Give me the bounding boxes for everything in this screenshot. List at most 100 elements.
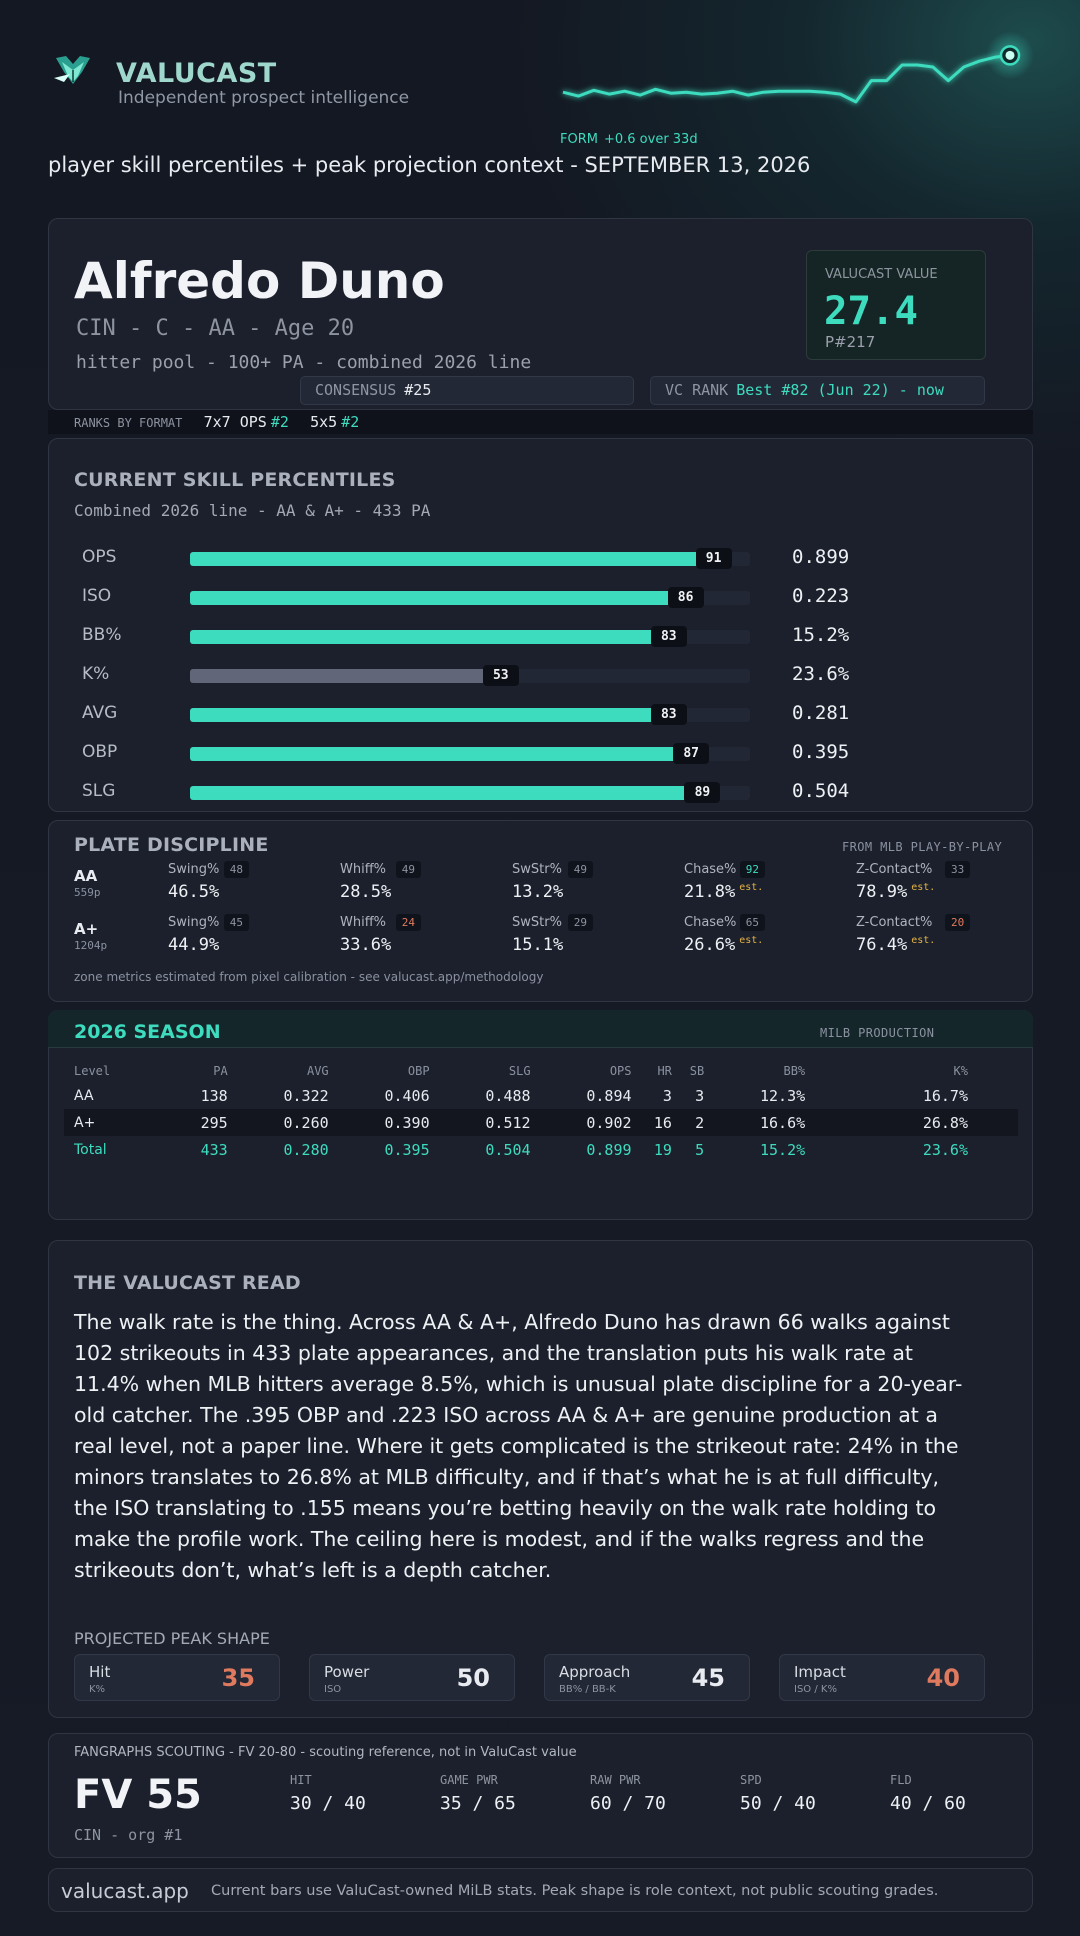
player-meta: CIN - C - AA - Age 20 [76, 316, 355, 341]
discipline-percentile-badge: 49 [395, 861, 422, 878]
skill-name: BB% [82, 625, 122, 645]
peak-shape-label: PROJECTED PEAK SHAPE [74, 1629, 270, 1648]
discipline-metric: Swing% 48 46.5% [168, 861, 328, 906]
skill-bar-fill [190, 630, 655, 644]
valucast-value-box: VALUCAST VALUE 27.4 P#217 [806, 250, 986, 360]
skill-name: SLG [82, 781, 116, 801]
discipline-value-text: 78.9% [856, 882, 908, 902]
fangraphs-tool: SPD 50 / 40 [740, 1773, 816, 1814]
season-table-cell: 0.899 [586, 1140, 632, 1159]
format-name: 5x5 [310, 413, 338, 431]
formats-label: RANKS BY FORMAT [74, 416, 183, 430]
discipline-metric-value: 33.6% [340, 935, 391, 955]
discipline-metric-value: 44.9% [168, 935, 219, 955]
peak-card-value: 35 [221, 1664, 255, 1692]
discipline-percentile-badge: 24 [395, 914, 422, 931]
skill-row: SLG 89 0.504 [82, 779, 902, 805]
discipline-percentile-badge: 48 [223, 861, 250, 878]
discipline-metric-label: Z-Contact% [856, 862, 933, 877]
skill-name: OBP [82, 742, 118, 762]
consensus-label: CONSENSUS [315, 381, 397, 399]
season-table-cell: 0.322 [283, 1086, 329, 1105]
valucast-rank: P#217 [825, 333, 876, 351]
footer-note: Current bars use ValuCast-owned MiLB sta… [211, 1883, 939, 1899]
fangraphs-tool-value: 50 / 40 [740, 1793, 816, 1814]
season-column-header: HR [657, 1064, 672, 1078]
season-table-cell: 23.6% [922, 1140, 968, 1159]
season-table-cell: 12.3% [760, 1086, 806, 1105]
footer-site-link[interactable]: valucast.app [61, 1879, 189, 1903]
peak-card-value: 45 [691, 1664, 725, 1692]
form-label: FORM +0.6 over 33d [560, 132, 698, 147]
discipline-value-text: 44.9% [168, 935, 220, 955]
season-column-header: BB% [783, 1064, 806, 1078]
form-endpoint-dot [1005, 50, 1015, 60]
season-table-cell: 0.395 [384, 1140, 430, 1159]
discipline-metric-label: Whiff% [340, 862, 387, 877]
skill-percentile-badge: 89 [684, 782, 721, 803]
fangraphs-tool-label: SPD [740, 1773, 762, 1787]
season-table-row: A+ 295 0.260 0.390 0.512 0.902 16 2 16.6% 26.8% [64, 1109, 1018, 1136]
season-table-cell: 0.280 [283, 1140, 329, 1159]
skill-row: ISO 86 0.223 [82, 584, 902, 610]
discipline-metric: SwStr% 29 15.1% [512, 914, 672, 959]
discipline-source: FROM MLB PLAY-BY-PLAY [842, 840, 1003, 854]
discipline-level: A+ [74, 920, 99, 938]
valucast-logo-icon [54, 56, 90, 84]
season-table-cell: 295 [167, 1109, 228, 1136]
season-table-cell: 5 [695, 1140, 705, 1159]
skill-name: OPS [82, 547, 117, 567]
skill-row: K% 53 23.6% [82, 662, 902, 688]
discipline-metric-label: SwStr% [512, 862, 562, 877]
peak-card-basis: K% [89, 1684, 106, 1695]
form-delta: +0.6 over 33d [603, 132, 698, 147]
skill-percentile-badge: 53 [482, 665, 519, 686]
discipline-pitch-count: 1204p [74, 939, 108, 952]
discipline-metric: Chase% 65 26.6% est. [684, 914, 844, 959]
valucast-read-panel [48, 1240, 1033, 1718]
skill-name: ISO [82, 586, 112, 606]
discipline-metric-label: Whiff% [340, 915, 387, 930]
discipline-value-text: 46.5% [168, 882, 220, 902]
fangraphs-tool-value: 30 / 40 [290, 1793, 366, 1814]
discipline-metric-value: 26.6% est. [684, 935, 763, 955]
skill-bar-fill [190, 552, 700, 566]
estimated-flag: est. [911, 935, 936, 946]
fangraphs-source: FANGRAPHS SCOUTING - FV 20-80 - scouting… [74, 1745, 577, 1760]
skill-row: OPS 91 0.899 [82, 545, 902, 571]
season-table-cell: AA [74, 1087, 94, 1104]
discipline-metric-value: 21.8% est. [684, 882, 763, 902]
footer: valucast.app Current bars use ValuCast-o… [48, 1868, 1033, 1912]
season-table-row: Total 433 0.280 0.395 0.504 0.899 19 5 15.2% 23.6… [64, 1136, 1018, 1163]
read-title: THE VALUCAST READ [74, 1272, 301, 1294]
skill-value: 23.6% [792, 663, 850, 685]
season-column-header: AVG [306, 1064, 329, 1078]
peak-card-value: 40 [926, 1664, 960, 1692]
page-subtitle: player skill percentiles + peak projecti… [48, 153, 811, 177]
estimated-flag: est. [739, 882, 764, 893]
fangraphs-tool-value: 35 / 65 [440, 1793, 516, 1814]
plate-discipline-panel [48, 820, 1033, 1002]
skill-percentile-badge: 86 [667, 587, 704, 608]
valucast-value-label: VALUCAST VALUE [825, 267, 938, 282]
season-table-cell: 15.2% [760, 1140, 806, 1159]
discipline-metric-value: 13.2% [512, 882, 563, 902]
season-tag: MILB PRODUCTION [820, 1026, 935, 1040]
season-table-cell: 16 [631, 1109, 672, 1136]
fangraphs-tool-label: HIT [290, 1773, 312, 1787]
season-table-cell: 0.504 [485, 1140, 531, 1159]
season-column-header: Level [74, 1064, 111, 1078]
fangraphs-tool: FLD 40 / 60 [890, 1773, 966, 1814]
discipline-percentile-badge: 33 [945, 861, 971, 878]
discipline-level: AA [74, 867, 98, 885]
consensus-pill: CONSENSUS #25 [300, 376, 634, 405]
season-column-header: OBP [407, 1064, 430, 1078]
discipline-metric-value: 46.5% [168, 882, 219, 902]
peak-card-name: Hit [89, 1663, 111, 1681]
peak-card-basis: ISO [324, 1684, 342, 1695]
peak-shape-card: Power ISO 50 [309, 1654, 515, 1701]
peak-card-basis: ISO / K% [794, 1684, 837, 1695]
format-rank: #2 [270, 413, 289, 431]
skills-title: CURRENT SKILL PERCENTILES [74, 469, 396, 491]
format-item: 5x5 #2 [310, 413, 359, 431]
